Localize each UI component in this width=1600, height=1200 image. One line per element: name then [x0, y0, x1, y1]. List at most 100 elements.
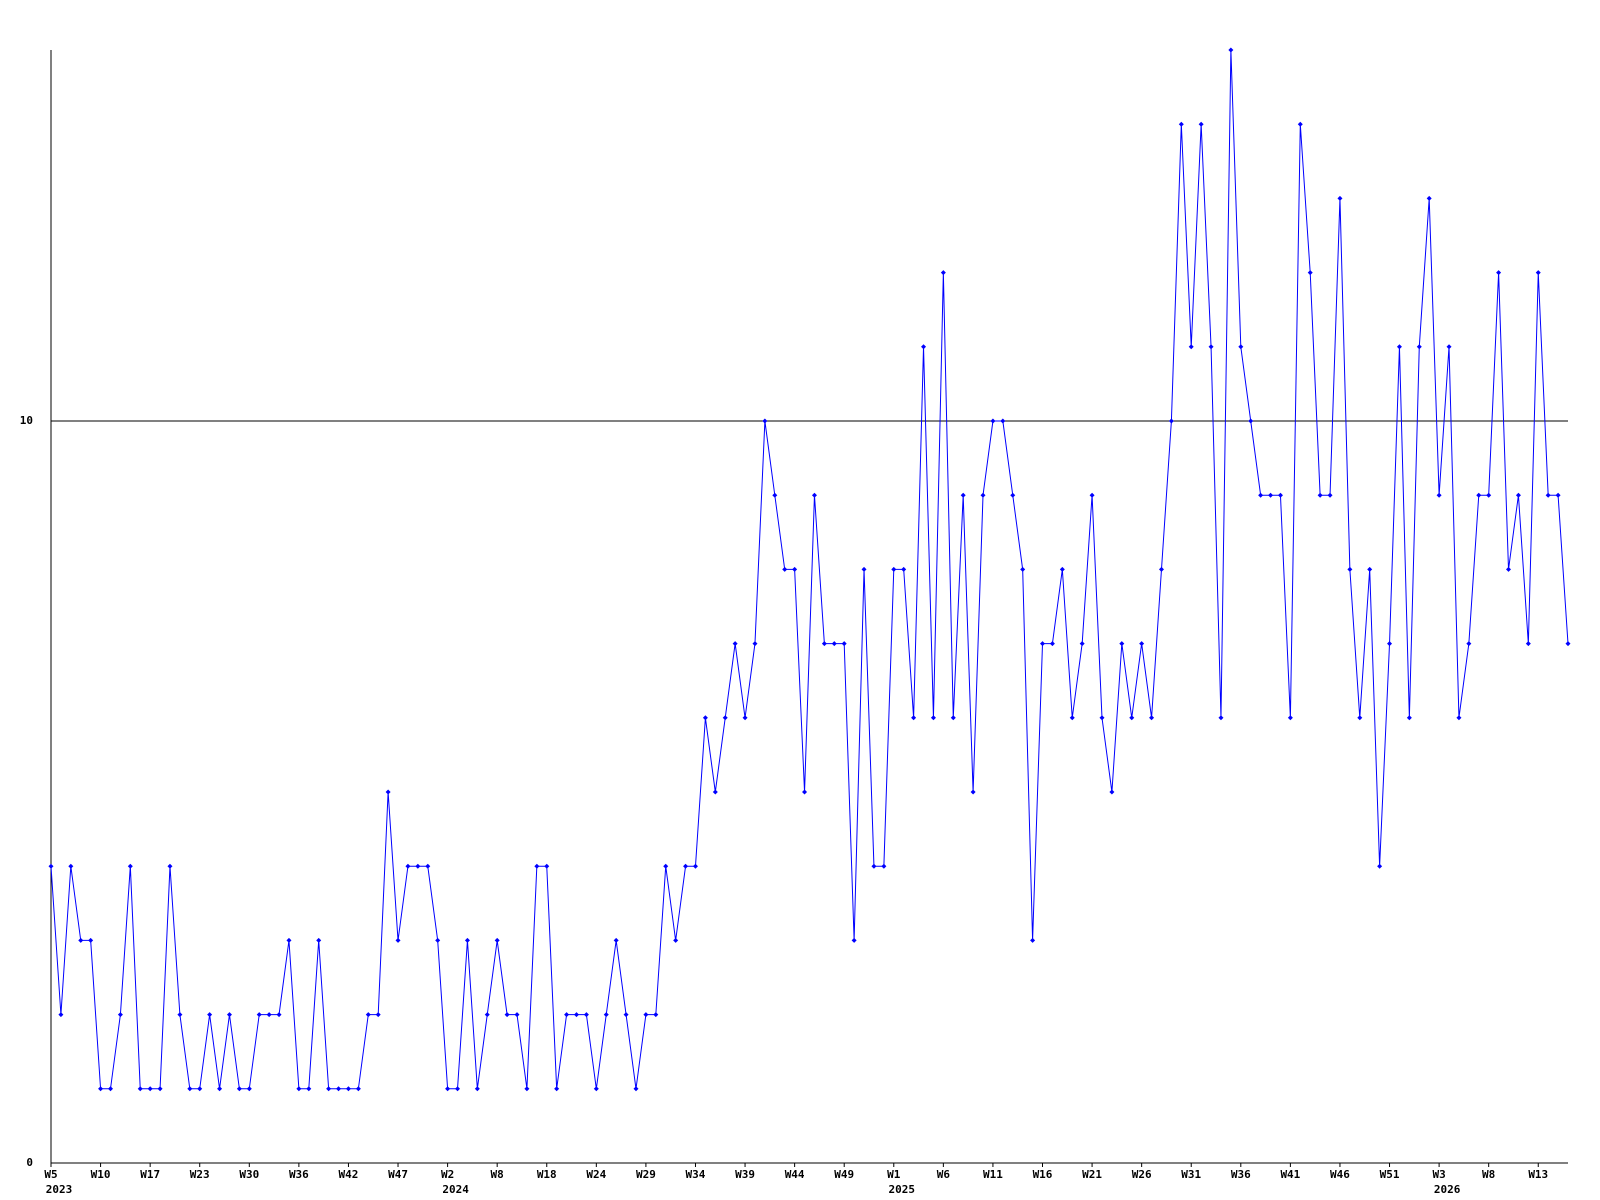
point — [355, 1086, 361, 1092]
point — [1129, 715, 1135, 721]
point — [722, 715, 728, 721]
point — [960, 492, 966, 498]
point — [692, 863, 698, 869]
x-tick-label: W29 — [636, 1168, 656, 1181]
point — [772, 492, 778, 498]
point — [1406, 715, 1412, 721]
point — [1456, 715, 1462, 721]
point — [1347, 566, 1353, 572]
point — [802, 789, 808, 795]
point — [385, 789, 391, 795]
point — [494, 937, 500, 943]
x-tick-label: W16 — [1033, 1168, 1053, 1181]
point — [1109, 789, 1115, 795]
point — [1258, 492, 1264, 498]
point — [752, 641, 758, 647]
x-tick-label: W17 — [140, 1168, 160, 1181]
point — [425, 863, 431, 869]
x-tick-label: W10 — [91, 1168, 111, 1181]
x-tick-label: W46 — [1330, 1168, 1350, 1181]
point — [1030, 937, 1036, 943]
point — [1010, 492, 1016, 498]
point — [1515, 492, 1521, 498]
point — [1079, 641, 1085, 647]
point — [1387, 641, 1393, 647]
point — [1000, 418, 1006, 424]
point — [445, 1086, 451, 1092]
point — [1287, 715, 1293, 721]
point — [474, 1086, 480, 1092]
x-tick-label: W11 — [983, 1168, 1003, 1181]
point — [663, 863, 669, 869]
point — [117, 1012, 123, 1018]
x-tick-label: W39 — [735, 1168, 755, 1181]
point — [167, 863, 173, 869]
point — [762, 418, 768, 424]
point — [1228, 47, 1234, 53]
point — [811, 492, 817, 498]
point — [504, 1012, 510, 1018]
x-tick-label: W36 — [1231, 1168, 1251, 1181]
point — [1337, 195, 1343, 201]
point — [1149, 715, 1155, 721]
point — [841, 641, 847, 647]
point — [633, 1086, 639, 1092]
point — [256, 1012, 262, 1018]
point — [742, 715, 748, 721]
point — [296, 1086, 302, 1092]
point — [921, 344, 927, 350]
x-tick-label: W8 — [1482, 1168, 1495, 1181]
point — [831, 641, 837, 647]
point — [365, 1012, 371, 1018]
point — [345, 1086, 351, 1092]
point — [782, 566, 788, 572]
point — [613, 937, 619, 943]
point — [683, 863, 689, 869]
point — [653, 1012, 659, 1018]
point — [950, 715, 956, 721]
x-tick-label: W5 — [44, 1168, 57, 1181]
point — [554, 1086, 560, 1092]
point — [1466, 641, 1472, 647]
point — [1446, 344, 1452, 350]
point — [712, 789, 718, 795]
point — [1059, 566, 1065, 572]
point — [1139, 641, 1145, 647]
x-tick-label: W42 — [339, 1168, 359, 1181]
point — [1188, 344, 1194, 350]
x-tick-label: W47 — [388, 1168, 408, 1181]
point — [1158, 566, 1164, 572]
point — [1069, 715, 1075, 721]
point — [1198, 121, 1204, 127]
x-tick-label: W21 — [1082, 1168, 1102, 1181]
point — [1208, 344, 1214, 350]
point — [1357, 715, 1363, 721]
point — [405, 863, 411, 869]
point — [78, 937, 84, 943]
point — [881, 863, 887, 869]
point — [1238, 344, 1244, 350]
point — [197, 1086, 203, 1092]
point — [1327, 492, 1333, 498]
point — [861, 566, 867, 572]
x-tick-label: W1 — [887, 1168, 901, 1181]
x-tick-label: W30 — [239, 1168, 259, 1181]
point — [58, 1012, 64, 1018]
y-tick-label: 10 — [20, 414, 33, 427]
point — [107, 1086, 113, 1092]
point — [187, 1086, 193, 1092]
point — [236, 1086, 242, 1092]
point — [990, 418, 996, 424]
point — [395, 937, 401, 943]
point — [147, 1086, 153, 1092]
point — [1565, 641, 1571, 647]
point — [673, 937, 679, 943]
point — [1496, 270, 1502, 276]
point — [1476, 492, 1482, 498]
x-year-label: 2026 — [1434, 1183, 1461, 1196]
point — [980, 492, 986, 498]
point — [336, 1086, 342, 1092]
x-tick-label: W2 — [441, 1168, 454, 1181]
point — [1367, 566, 1373, 572]
